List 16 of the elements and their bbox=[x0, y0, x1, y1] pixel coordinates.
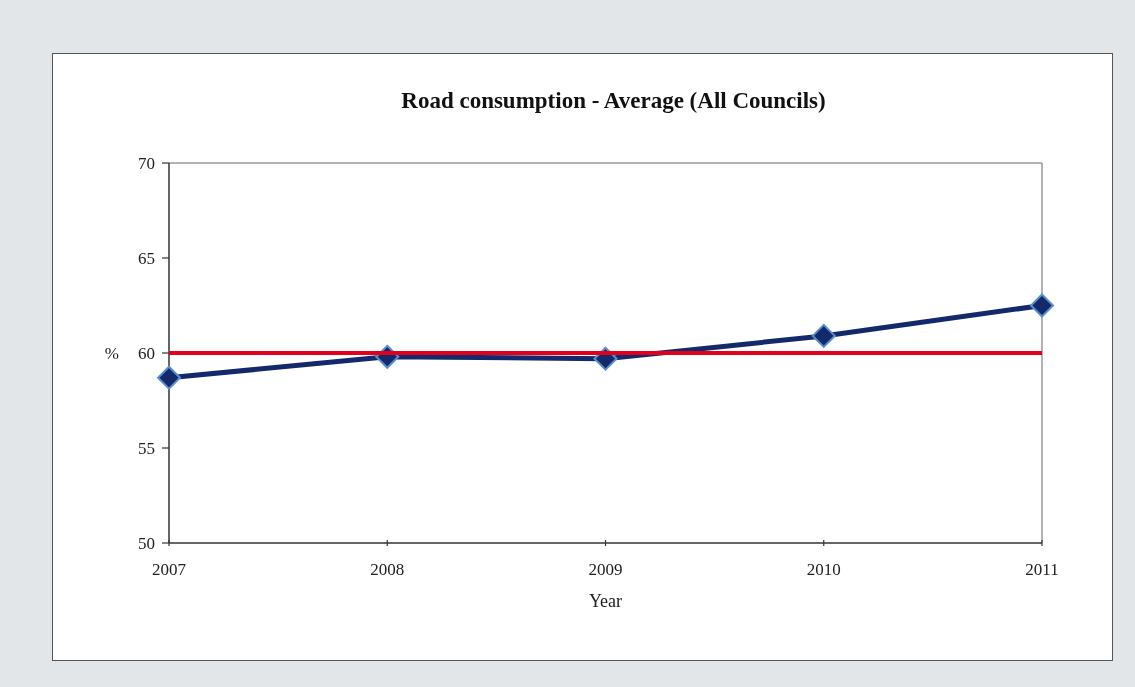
y-tick-label: 50 bbox=[138, 533, 155, 553]
x-tick-label: 2008 bbox=[370, 560, 405, 579]
point bbox=[157, 365, 181, 390]
x-axis-title: Year bbox=[588, 591, 623, 611]
x-tick-label: 2011 bbox=[1025, 560, 1059, 579]
chart-title: Road consumption - Average (All Councils) bbox=[401, 88, 826, 113]
x-tick-label: 2007 bbox=[152, 560, 187, 579]
y-tick-label: 65 bbox=[138, 248, 155, 268]
y-tick-label: 60 bbox=[138, 343, 155, 363]
point bbox=[1030, 293, 1054, 318]
point bbox=[811, 323, 836, 348]
x-tick-label: 2010 bbox=[806, 560, 841, 579]
x-tick-label: 2009 bbox=[588, 560, 623, 579]
y-tick-label: 55 bbox=[138, 438, 155, 458]
y-tick-label: 70 bbox=[138, 153, 155, 173]
y-axis-title: % bbox=[104, 343, 119, 363]
